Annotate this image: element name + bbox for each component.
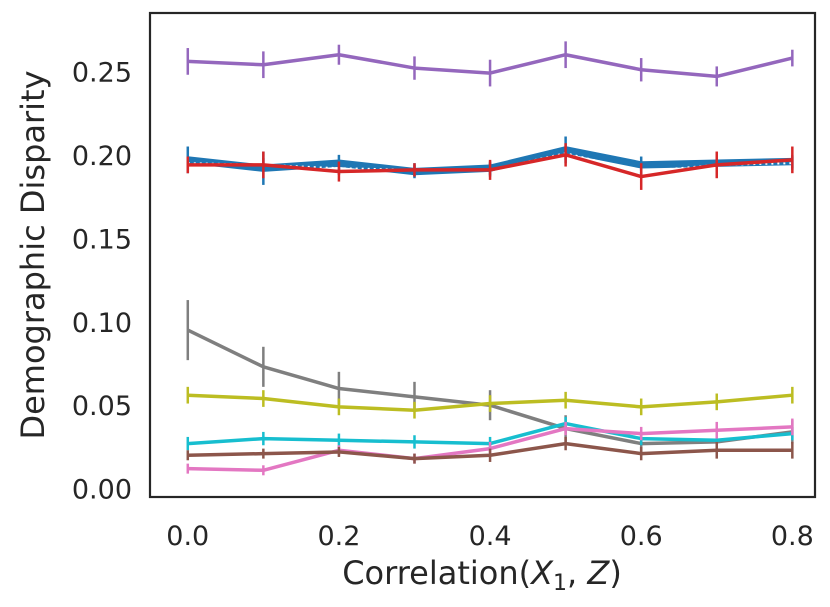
x-axis-label: Correlation(X1, Z) (342, 554, 622, 596)
series-olive (186, 386, 794, 419)
x-tick-label: 0.4 (469, 521, 512, 552)
x-tick-label: 0.0 (166, 521, 209, 552)
series-red (186, 143, 794, 190)
y-tick-label: 0.15 (72, 224, 132, 255)
y-axis-label: Demographic Disparity (14, 70, 52, 439)
series-line (187, 441, 793, 461)
series-layer (186, 41, 794, 476)
x-tick-label: 0.2 (317, 521, 360, 552)
series-line (187, 393, 793, 412)
series-brown (186, 436, 794, 464)
plot-background (150, 13, 815, 497)
y-tick-label: 0.00 (72, 475, 132, 506)
series-line (187, 52, 793, 79)
x-tick-labels: 0.0 0.2 0.4 0.6 0.8 (166, 521, 813, 552)
y-tick-label: 0.20 (72, 141, 132, 172)
series-line (187, 153, 793, 179)
y-tick-label: 0.10 (72, 308, 132, 339)
y-tick-label: 0.25 (72, 57, 132, 88)
y-tick-label: 0.05 (72, 391, 132, 422)
series-purple (186, 41, 794, 87)
y-tick-labels: 0.00 0.05 0.10 0.15 0.20 0.25 (72, 57, 132, 505)
x-tick-label: 0.6 (620, 521, 663, 552)
plot-frame (148, 11, 817, 499)
x-tick-label: 0.8 (771, 521, 814, 552)
plot-area (148, 11, 817, 499)
